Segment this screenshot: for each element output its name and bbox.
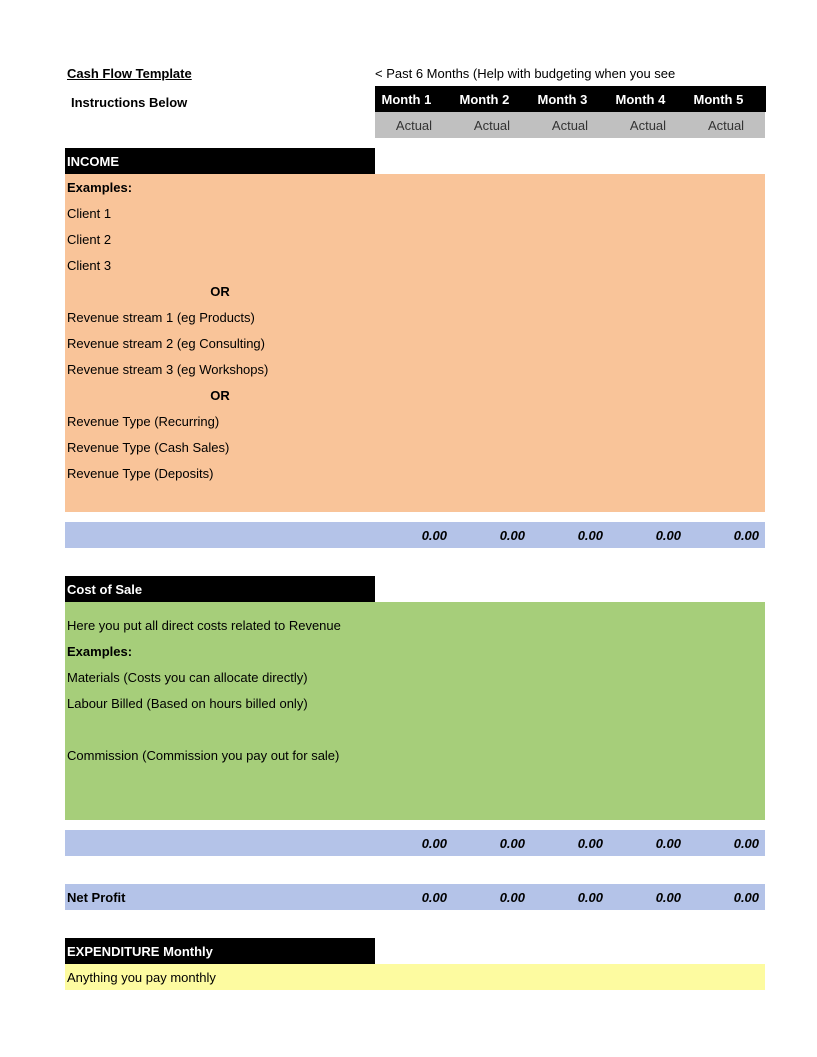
actual-label: Actual	[531, 112, 609, 138]
cost-row: Commission (Commission you pay out for s…	[65, 742, 453, 768]
month-header: Month 2	[453, 86, 531, 112]
month-header: Month 4	[609, 86, 687, 112]
income-row: Revenue stream 2 (eg Consulting)	[65, 330, 375, 356]
page-title: Cash Flow Template	[65, 60, 375, 86]
cost-total: 0.00	[609, 830, 687, 856]
examples-label: Examples:	[65, 174, 375, 200]
or-label: OR	[65, 382, 375, 408]
net-value: 0.00	[687, 884, 765, 910]
month-header: Month 5	[687, 86, 765, 112]
cost-header: Cost of Sale	[65, 576, 375, 602]
income-total: 0.00	[687, 522, 765, 548]
expenditure-desc: Anything you pay monthly	[65, 964, 375, 990]
income-row: Revenue Type (Deposits)	[65, 460, 375, 486]
net-profit-label: Net Profit	[65, 884, 375, 910]
actual-label: Actual	[609, 112, 687, 138]
cost-row: Materials (Costs you can allocate direct…	[65, 664, 453, 690]
income-header: INCOME	[65, 148, 375, 174]
income-row: Revenue Type (Recurring)	[65, 408, 375, 434]
actual-label: Actual	[687, 112, 765, 138]
income-total: 0.00	[453, 522, 531, 548]
income-total: 0.00	[375, 522, 453, 548]
cost-total: 0.00	[453, 830, 531, 856]
cost-row: Labour Billed (Based on hours billed onl…	[65, 690, 453, 716]
expenditure-header: EXPENDITURE Monthly	[65, 938, 375, 964]
cost-row	[65, 716, 453, 742]
net-value: 0.00	[609, 884, 687, 910]
actual-label: Actual	[375, 112, 453, 138]
cash-flow-table: Cash Flow Template < Past 6 Months (Help…	[65, 60, 766, 990]
income-row: Client 2	[65, 226, 375, 252]
instructions-label: Instructions Below	[65, 86, 375, 112]
net-value: 0.00	[531, 884, 609, 910]
cost-desc: Here you put all direct costs related to…	[65, 612, 453, 638]
income-row: Client 1	[65, 200, 375, 226]
cost-total: 0.00	[531, 830, 609, 856]
income-total: 0.00	[609, 522, 687, 548]
income-row: Revenue stream 1 (eg Products)	[65, 304, 375, 330]
month-header: Month 3	[531, 86, 609, 112]
income-row: Revenue Type (Cash Sales)	[65, 434, 375, 460]
net-value: 0.00	[375, 884, 453, 910]
income-row: Revenue stream 3 (eg Workshops)	[65, 356, 375, 382]
income-row: Client 3	[65, 252, 375, 278]
examples-label: Examples:	[65, 638, 375, 664]
net-value: 0.00	[453, 884, 531, 910]
cost-total: 0.00	[375, 830, 453, 856]
header-note: < Past 6 Months (Help with budgeting whe…	[375, 60, 765, 86]
cost-total: 0.00	[687, 830, 765, 856]
or-label: OR	[65, 278, 375, 304]
month-header: Month 1	[375, 86, 453, 112]
actual-label: Actual	[453, 112, 531, 138]
income-total: 0.00	[531, 522, 609, 548]
